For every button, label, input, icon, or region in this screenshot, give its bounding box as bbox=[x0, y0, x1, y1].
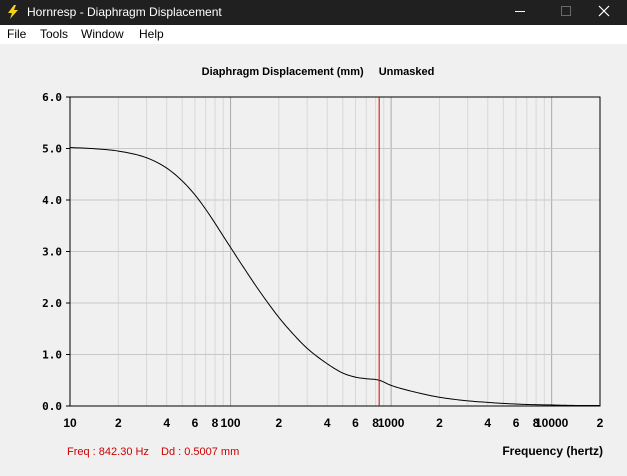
chart-mode-text: Unmasked bbox=[379, 66, 435, 78]
title-bar: Hornresp - Diaphragm Displacement bbox=[0, 0, 627, 25]
y-tick-label: 5.0 bbox=[42, 143, 62, 156]
close-icon bbox=[598, 4, 610, 22]
maximize-icon bbox=[560, 4, 572, 22]
x-axis-label: Frequency (hertz) bbox=[502, 444, 603, 458]
menu-help[interactable]: Help bbox=[139, 27, 164, 41]
minimize-button[interactable] bbox=[497, 0, 543, 25]
chart-grid bbox=[70, 97, 600, 406]
chart-title: Diaphragm Displacement (mm) Unmasked bbox=[202, 66, 435, 78]
y-tick-label: 3.0 bbox=[42, 246, 62, 259]
x-tick-label: 10 bbox=[63, 416, 77, 430]
y-tick-label: 0.0 bbox=[42, 400, 62, 413]
menu-bar: File Tools Window Help bbox=[0, 25, 627, 44]
displacement-chart[interactable]: Diaphragm Displacement (mm) Unmasked 0.0… bbox=[0, 44, 627, 476]
menu-tools[interactable]: Tools bbox=[40, 27, 69, 41]
x-tick-label: 10000 bbox=[535, 416, 569, 430]
y-tick-label: 2.0 bbox=[42, 297, 62, 310]
y-axis-ticks: 0.0 1.0 2.0 3.0 4.0 5.0 6.0 bbox=[42, 91, 70, 413]
x-tick-label: 2 bbox=[436, 416, 443, 430]
x-tick-label: 6 bbox=[352, 416, 359, 430]
x-tick-label: 8 bbox=[533, 416, 540, 430]
x-tick-label: 100 bbox=[221, 416, 241, 430]
lightning-icon bbox=[5, 4, 21, 20]
x-tick-label: 6 bbox=[513, 416, 520, 430]
menu-window[interactable]: Window bbox=[81, 27, 124, 41]
chart-area[interactable]: Diaphragm Displacement (mm) Unmasked 0.0… bbox=[0, 44, 627, 476]
window-title: Hornresp - Diaphragm Displacement bbox=[27, 5, 222, 19]
frequency-readout: Freq : 842.30 Hz bbox=[67, 446, 149, 458]
x-tick-label: 4 bbox=[324, 416, 331, 430]
x-tick-label: 6 bbox=[192, 416, 199, 430]
displacement-readout: Dd : 0.5007 mm bbox=[161, 446, 239, 458]
x-tick-label: 8 bbox=[212, 416, 219, 430]
maximize-button[interactable] bbox=[543, 0, 589, 25]
x-tick-label: 2 bbox=[115, 416, 122, 430]
x-tick-label: 2 bbox=[276, 416, 283, 430]
x-tick-label: 2 bbox=[597, 416, 604, 430]
x-tick-label: 4 bbox=[484, 416, 491, 430]
x-tick-label: 1000 bbox=[378, 416, 405, 430]
y-tick-label: 4.0 bbox=[42, 194, 62, 207]
minimize-icon bbox=[514, 4, 526, 22]
y-tick-label: 6.0 bbox=[42, 91, 62, 104]
displacement-curve bbox=[69, 146, 600, 406]
close-button[interactable] bbox=[581, 0, 627, 25]
x-tick-label: 8 bbox=[372, 416, 379, 430]
menu-file[interactable]: File bbox=[7, 27, 27, 41]
y-tick-label: 1.0 bbox=[42, 349, 62, 362]
x-tick-label: 4 bbox=[163, 416, 170, 430]
chart-title-text: Diaphragm Displacement (mm) bbox=[202, 66, 364, 78]
